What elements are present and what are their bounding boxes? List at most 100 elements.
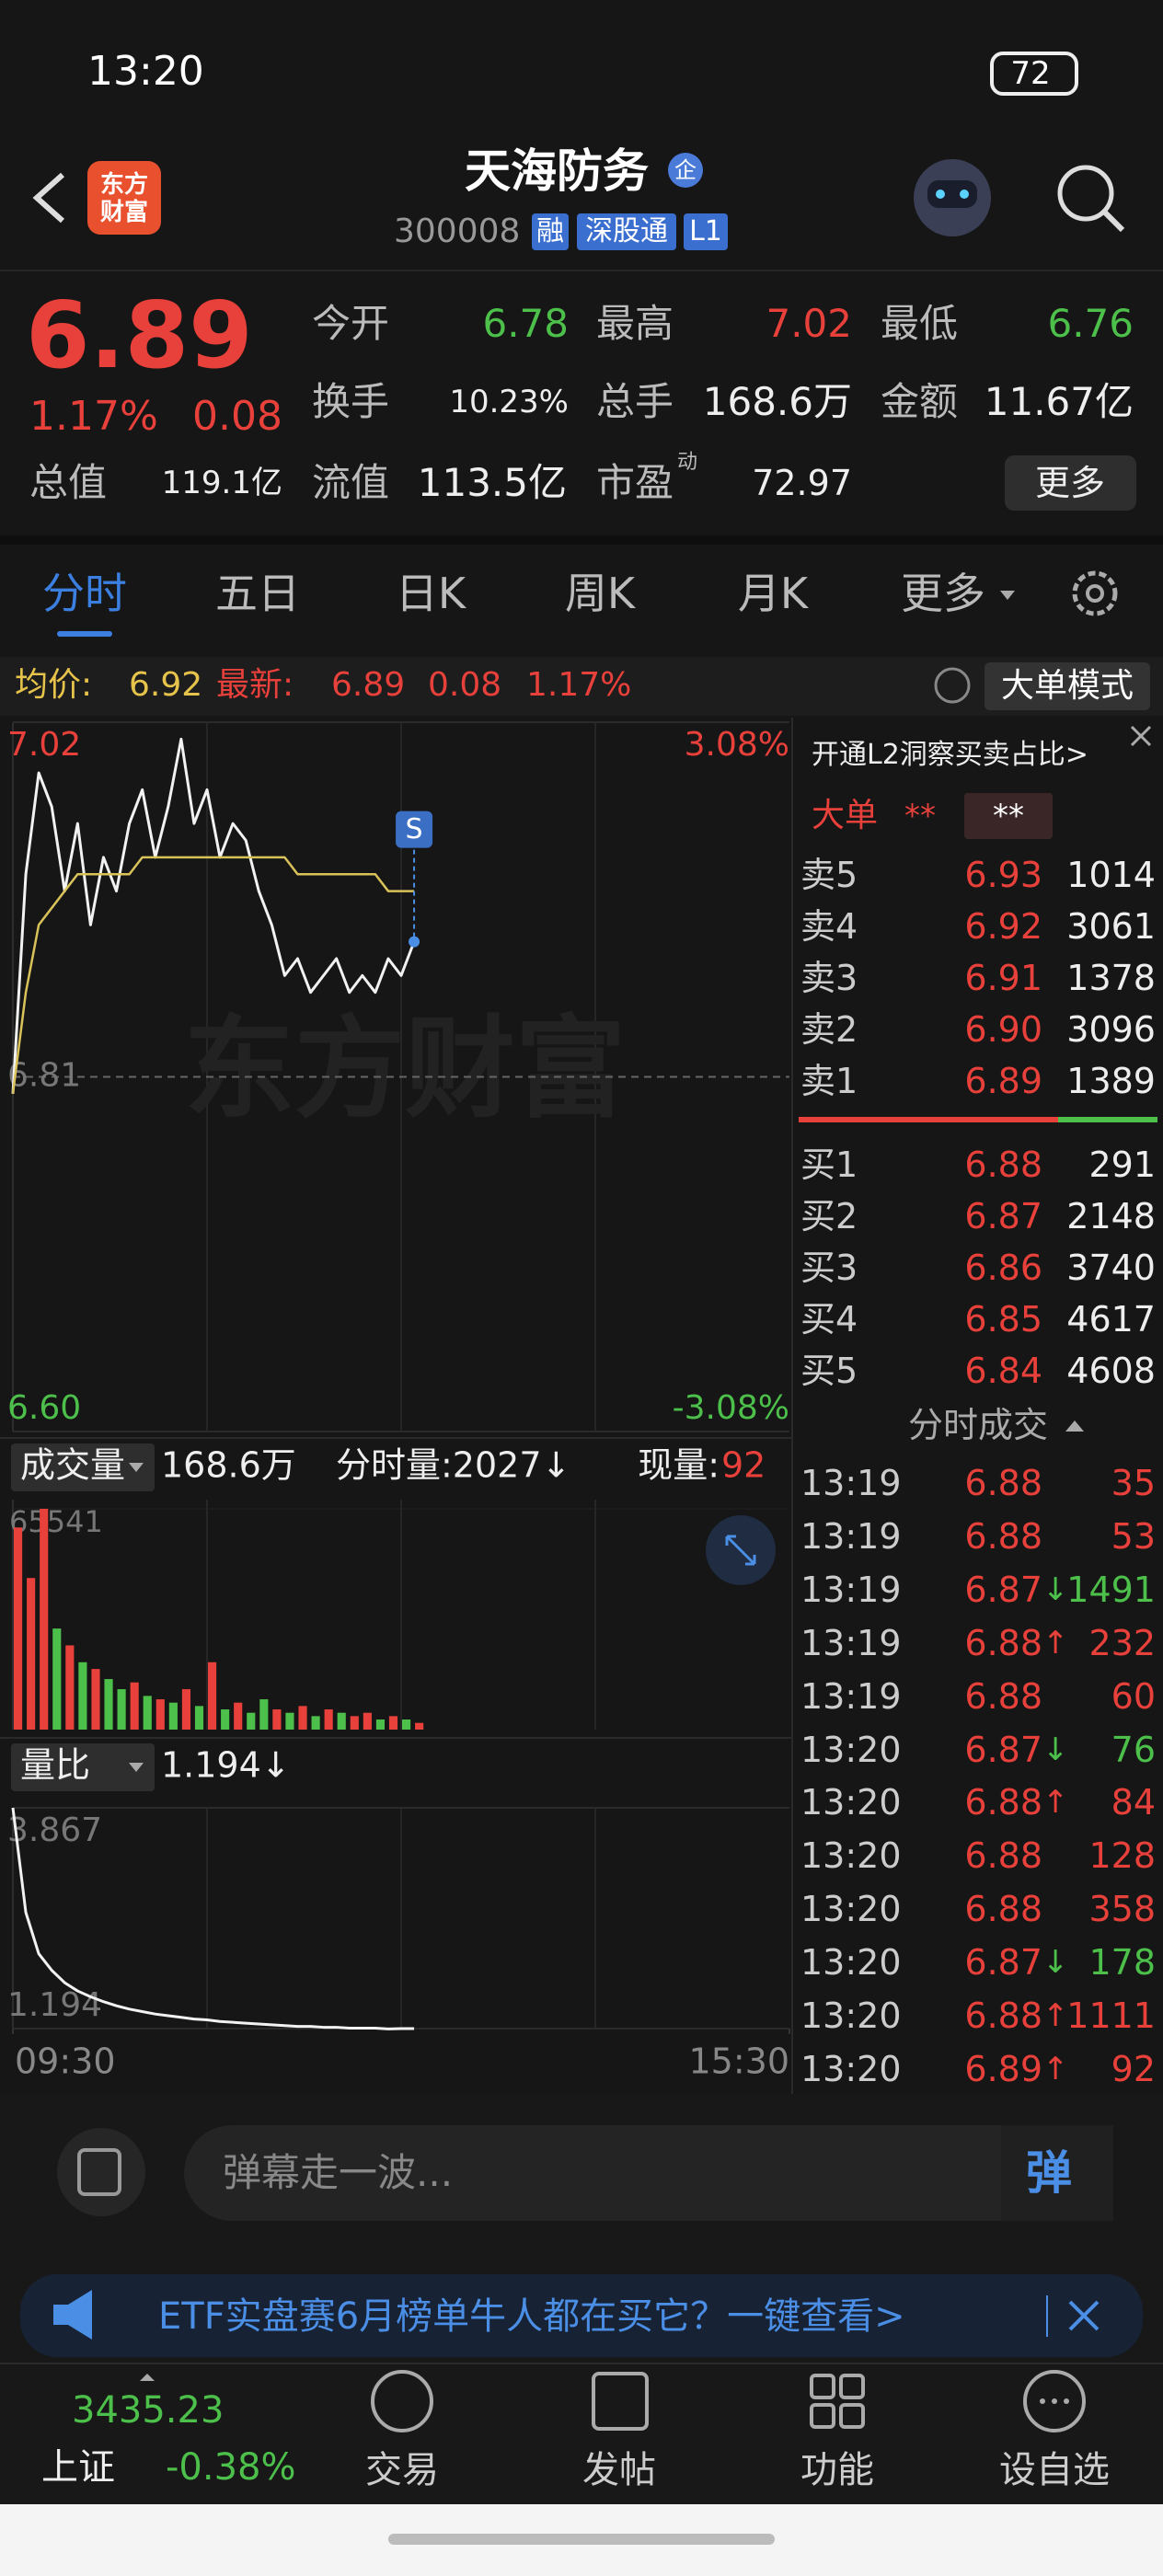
- tab[interactable]: 周K: [564, 569, 636, 618]
- trade-direction: ↑: [1042, 1784, 1069, 1822]
- volume-bar: [78, 1662, 87, 1730]
- order-price: 6.91: [964, 958, 1042, 998]
- trade-direction: ↑: [1042, 1624, 1069, 1662]
- series-line: [11, 1807, 415, 2030]
- tab-underline: [57, 631, 112, 637]
- indicator-name: 成交量: [20, 1445, 125, 1486]
- field-label: 最高: [596, 301, 674, 346]
- volume-bar: [104, 1679, 113, 1730]
- trade-volume: 53: [1111, 1515, 1156, 1557]
- nav-item[interactable]: 交易: [365, 2449, 439, 2491]
- tag-bg: [532, 213, 569, 250]
- field-value: 168.6万: [702, 379, 852, 424]
- order-volume: 291: [1088, 1144, 1156, 1185]
- more-label[interactable]: 更多: [1034, 463, 1106, 503]
- danmaku-button[interactable]: 弹: [1026, 2146, 1072, 2200]
- indicator-total: 168.6万: [161, 1445, 296, 1486]
- trade-price: 6.88: [964, 1463, 1042, 1503]
- y2-tick-label: -3.08%: [673, 1389, 789, 1427]
- order-level: 买5: [800, 1351, 858, 1391]
- divider: [0, 535, 1163, 545]
- volume-bar: [285, 1712, 294, 1730]
- divider: [0, 2363, 1163, 2364]
- order-price: 6.84: [964, 1351, 1042, 1391]
- trade-direction: ↑: [1042, 1997, 1069, 2034]
- trade-direction: ↓: [1042, 1944, 1069, 1982]
- trade-time: 13:20: [800, 2048, 902, 2089]
- order-volume: 4617: [1066, 1299, 1156, 1340]
- trade-time: 13:20: [800, 1835, 902, 1877]
- volume-bar: [324, 1709, 333, 1730]
- last-price: 6.89: [26, 282, 253, 389]
- trade-volume: 232: [1088, 1622, 1156, 1663]
- y2-tick-label: 3.08%: [685, 726, 789, 764]
- app-logo-text[interactable]: 东方财富: [99, 171, 148, 226]
- tab[interactable]: 分时: [42, 569, 127, 618]
- volume-bar: [143, 1696, 152, 1730]
- trade-time: 13:19: [800, 1515, 902, 1557]
- trade-direction: ↓: [1042, 1570, 1069, 1608]
- trade-volume: 84: [1111, 1782, 1156, 1823]
- order-level: 卖3: [800, 958, 858, 998]
- comment-placeholder[interactable]: 弹幕走一波...: [223, 2150, 454, 2195]
- volume-bar: [415, 1722, 424, 1730]
- nav-item[interactable]: 设自选: [999, 2449, 1110, 2491]
- tab[interactable]: 日K: [395, 569, 466, 618]
- order-level: 买1: [800, 1144, 858, 1185]
- field-value: 10.23%: [449, 384, 569, 420]
- trade-volume: 35: [1111, 1463, 1156, 1503]
- change-pct: 1.17%: [29, 393, 158, 440]
- banner-text[interactable]: ETF实盘赛6月榜单牛人都在买它？一键查看>: [158, 2295, 905, 2338]
- big-order-label: 大单: [812, 797, 879, 834]
- index-name[interactable]: 上证: [41, 2446, 115, 2489]
- dropdown-icon: [1000, 591, 1015, 600]
- trade-volume: 1491: [1066, 1569, 1156, 1610]
- volume-bar: [337, 1712, 346, 1730]
- order-price: 6.89: [964, 1061, 1042, 1101]
- trade-time: 13:19: [800, 1569, 902, 1610]
- settings-icon: [1072, 570, 1118, 616]
- tab[interactable]: 更多: [901, 569, 985, 618]
- order-price: 6.87: [964, 1196, 1042, 1236]
- index-value[interactable]: 3435.23: [72, 2389, 225, 2432]
- series-line: [11, 737, 416, 1094]
- order-volume: 4608: [1066, 1351, 1156, 1391]
- order-volume: 3061: [1066, 906, 1156, 947]
- current-volume: 92: [721, 1445, 766, 1486]
- volume-bar: [181, 1689, 191, 1730]
- trade-time: 13:19: [800, 1622, 902, 1663]
- trade-time: 13:20: [800, 1729, 902, 1770]
- tab[interactable]: 月K: [737, 569, 809, 618]
- stock-name: 天海防务: [465, 144, 649, 198]
- field-value: 6.78: [482, 301, 569, 346]
- index-change[interactable]: -0.38%: [166, 2446, 296, 2489]
- trade-price: 6.88: [964, 1675, 1042, 1717]
- nav-item[interactable]: 发帖: [582, 2449, 656, 2491]
- dropdown-icon: [129, 1463, 144, 1472]
- latest-change: 0.08: [428, 666, 502, 704]
- marker-dot: [409, 936, 420, 948]
- volume-bar: [27, 1578, 36, 1730]
- trades-title: 分时成交: [907, 1405, 1049, 1445]
- trade-price: 6.87: [964, 1729, 1042, 1770]
- status-time: 13:20: [87, 48, 204, 95]
- volume-bar: [375, 1719, 386, 1730]
- robot-eye: [936, 190, 945, 199]
- nav-item[interactable]: 功能: [800, 2449, 874, 2491]
- home-indicator[interactable]: [388, 2534, 775, 2545]
- volume-bar: [52, 1628, 62, 1730]
- mode-button[interactable]: [985, 662, 1150, 710]
- field-label: 总手: [596, 379, 674, 424]
- change: 0.08: [192, 393, 282, 440]
- badge-bg: [668, 153, 703, 188]
- sort-icon: [1065, 1420, 1084, 1432]
- marker-box: [396, 811, 433, 848]
- order-level: 卖1: [800, 1061, 858, 1101]
- settings-icon: [1086, 584, 1104, 603]
- more-button[interactable]: [1005, 455, 1136, 511]
- app-logo[interactable]: [87, 161, 161, 235]
- tab[interactable]: 五日: [215, 569, 300, 618]
- mode-label[interactable]: 大单模式: [1000, 667, 1134, 705]
- trade-volume: 60: [1111, 1675, 1156, 1717]
- trade-price: 6.88: [964, 1622, 1042, 1663]
